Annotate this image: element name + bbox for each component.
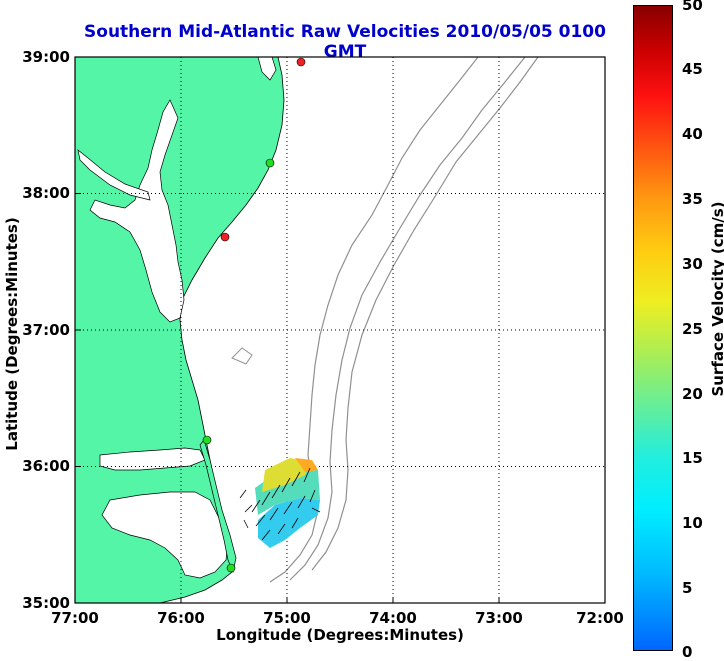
x-tick-label: 77:00	[51, 609, 99, 627]
colorbar-tick-label: 20	[682, 385, 703, 403]
colorbar-tick-label: 10	[682, 514, 703, 532]
colorbar-tick-label: 50	[682, 0, 703, 14]
bathymetry-contour-3	[311, 57, 539, 571]
y-tick-label: 38:00	[22, 184, 70, 202]
chesapeake-bay	[89, 99, 185, 323]
velocity-patch-orange	[295, 458, 318, 472]
station-marker-1	[296, 57, 306, 67]
x-tick-label: 74:00	[369, 609, 417, 627]
velocity-patch-yellow	[262, 458, 310, 492]
hf-radar-stations	[202, 57, 306, 573]
x-tick-label: 73:00	[475, 609, 523, 627]
y-axis-title: Latitude (Degrees:Minutes)	[3, 217, 21, 451]
potomac-river	[77, 149, 151, 201]
grid-lines	[75, 57, 605, 603]
colorbar-tick-label: 5	[682, 579, 693, 597]
bathymetry-contour-2	[289, 57, 526, 581]
bathymetry-contour-1	[269, 57, 479, 583]
colorbar-tick-label: 40	[682, 125, 703, 143]
colorbar-tick-label: 30	[682, 255, 703, 273]
y-tick-label: 35:00	[22, 594, 70, 612]
station-marker-2	[265, 158, 275, 168]
axis-ticks	[75, 193, 500, 603]
y-tick-label: 39:00	[22, 48, 70, 66]
station-marker-4	[202, 435, 212, 445]
pamlico-sound	[101, 491, 229, 579]
x-axis-title: Longitude (Degrees:Minutes)	[216, 626, 464, 644]
colorbar	[633, 5, 673, 651]
x-tick-label: 76:00	[157, 609, 205, 627]
x-tick-label: 72:00	[576, 609, 624, 627]
colorbar-tick-label: 15	[682, 449, 703, 467]
station-marker-5	[226, 563, 236, 573]
velocity-field	[239, 458, 321, 548]
bathymetry-island	[231, 347, 253, 365]
velocity-patch-cyan	[258, 498, 320, 548]
y-tick-label: 37:00	[22, 321, 70, 339]
colorbar-tick-label: 0	[682, 643, 693, 661]
delaware-bay	[257, 57, 277, 81]
x-tick-label: 75:00	[263, 609, 311, 627]
colorbar-tick-label: 35	[682, 190, 703, 208]
colorbar-title: Surface Velocity (cm/s)	[709, 201, 724, 397]
station-marker-3	[220, 232, 230, 242]
velocity-arrows	[239, 467, 321, 541]
y-tick-label: 36:00	[22, 457, 70, 475]
colorbar-tick-label: 45	[682, 60, 703, 78]
colorbar-tick-label: 25	[682, 320, 703, 338]
albemarle-sound	[99, 447, 206, 471]
